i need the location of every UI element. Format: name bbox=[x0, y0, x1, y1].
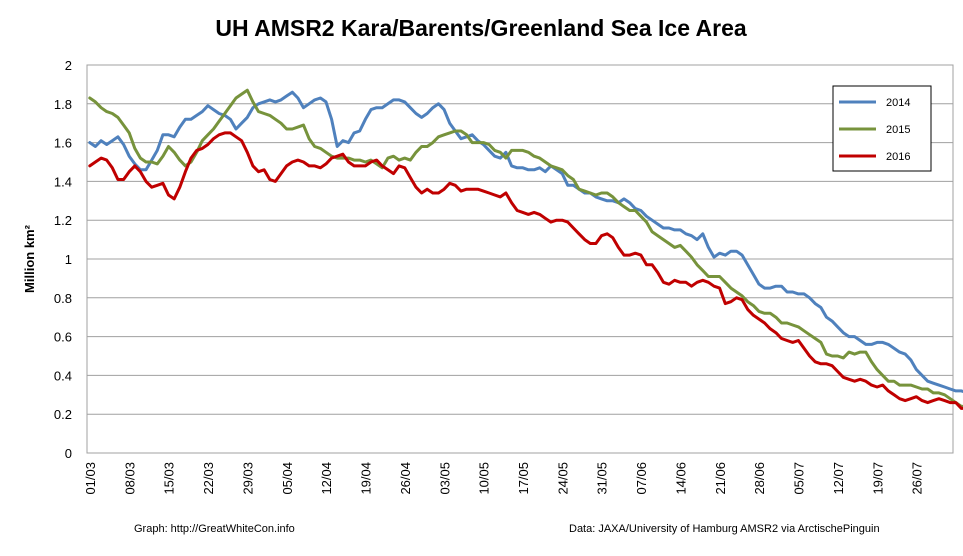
x-tick-label: 26/07 bbox=[910, 462, 925, 495]
x-tick-label: 28/06 bbox=[752, 462, 767, 495]
x-tick-label: 19/07 bbox=[870, 462, 885, 495]
x-tick-label: 19/04 bbox=[359, 462, 374, 495]
series-line-2016 bbox=[88, 131, 963, 410]
y-tick-label: 0.8 bbox=[54, 291, 72, 306]
y-axis-label: Million km² bbox=[22, 224, 37, 293]
legend-label-2014: 2014 bbox=[886, 97, 910, 109]
x-tick-label: 24/05 bbox=[555, 462, 570, 495]
y-tick-label: 0.2 bbox=[54, 407, 72, 422]
y-tick-label: 1 bbox=[65, 252, 72, 267]
gridlines bbox=[87, 103, 953, 415]
x-tick-label: 07/06 bbox=[634, 462, 649, 495]
y-tick-label: 2 bbox=[65, 58, 72, 73]
x-tick-label: 12/04 bbox=[319, 462, 334, 495]
x-tick-label: 08/03 bbox=[122, 462, 137, 495]
chart-title: UH AMSR2 Kara/Barents/Greenland Sea Ice … bbox=[215, 15, 747, 41]
x-tick-label: 01/03 bbox=[83, 462, 98, 495]
y-tick-label: 0.4 bbox=[54, 368, 72, 383]
series-line-2014 bbox=[88, 90, 963, 394]
series-line-2015 bbox=[88, 88, 963, 408]
x-tick-label: 26/04 bbox=[398, 462, 413, 495]
footer-credit-data: Data: JAXA/University of Hamburg AMSR2 v… bbox=[569, 523, 880, 535]
x-tick-label: 21/06 bbox=[713, 462, 728, 495]
y-axis: 0 0.2 0.4 0.6 0.8 1 1.2 1.4 1.6 1.8 2 bbox=[54, 58, 72, 461]
x-axis: 01/03 08/03 15/03 22/03 29/03 05/04 12/04 19/04… bbox=[83, 462, 925, 495]
x-tick-label: 22/03 bbox=[201, 462, 216, 495]
x-tick-label: 29/03 bbox=[240, 462, 255, 495]
legend-label-2016: 2016 bbox=[886, 151, 910, 163]
y-tick-label: 0 bbox=[65, 446, 72, 461]
plot-area-border bbox=[86, 64, 954, 454]
y-tick-label: 1.2 bbox=[54, 213, 72, 228]
x-tick-label: 31/05 bbox=[595, 462, 610, 495]
x-tick-label: 12/07 bbox=[831, 462, 846, 495]
x-tick-label: 10/05 bbox=[477, 462, 492, 495]
x-tick-label: 15/03 bbox=[162, 462, 177, 495]
footer-credit-graph: Graph: http://GreatWhiteCon.info bbox=[134, 523, 295, 535]
y-tick-label: 1.8 bbox=[54, 97, 72, 112]
x-tick-label: 03/05 bbox=[437, 462, 452, 495]
y-tick-label: 0.6 bbox=[54, 330, 72, 345]
x-tick-label: 05/04 bbox=[280, 462, 295, 495]
series-lines bbox=[88, 88, 963, 410]
y-tick-label: 1.4 bbox=[54, 174, 72, 189]
x-tick-label: 17/05 bbox=[516, 462, 531, 495]
legend: 2014 2015 2016 bbox=[832, 85, 932, 172]
x-tick-label: 14/06 bbox=[673, 462, 688, 495]
x-tick-label: 05/07 bbox=[792, 462, 807, 495]
y-tick-label: 1.6 bbox=[54, 136, 72, 151]
legend-label-2015: 2015 bbox=[886, 124, 910, 136]
